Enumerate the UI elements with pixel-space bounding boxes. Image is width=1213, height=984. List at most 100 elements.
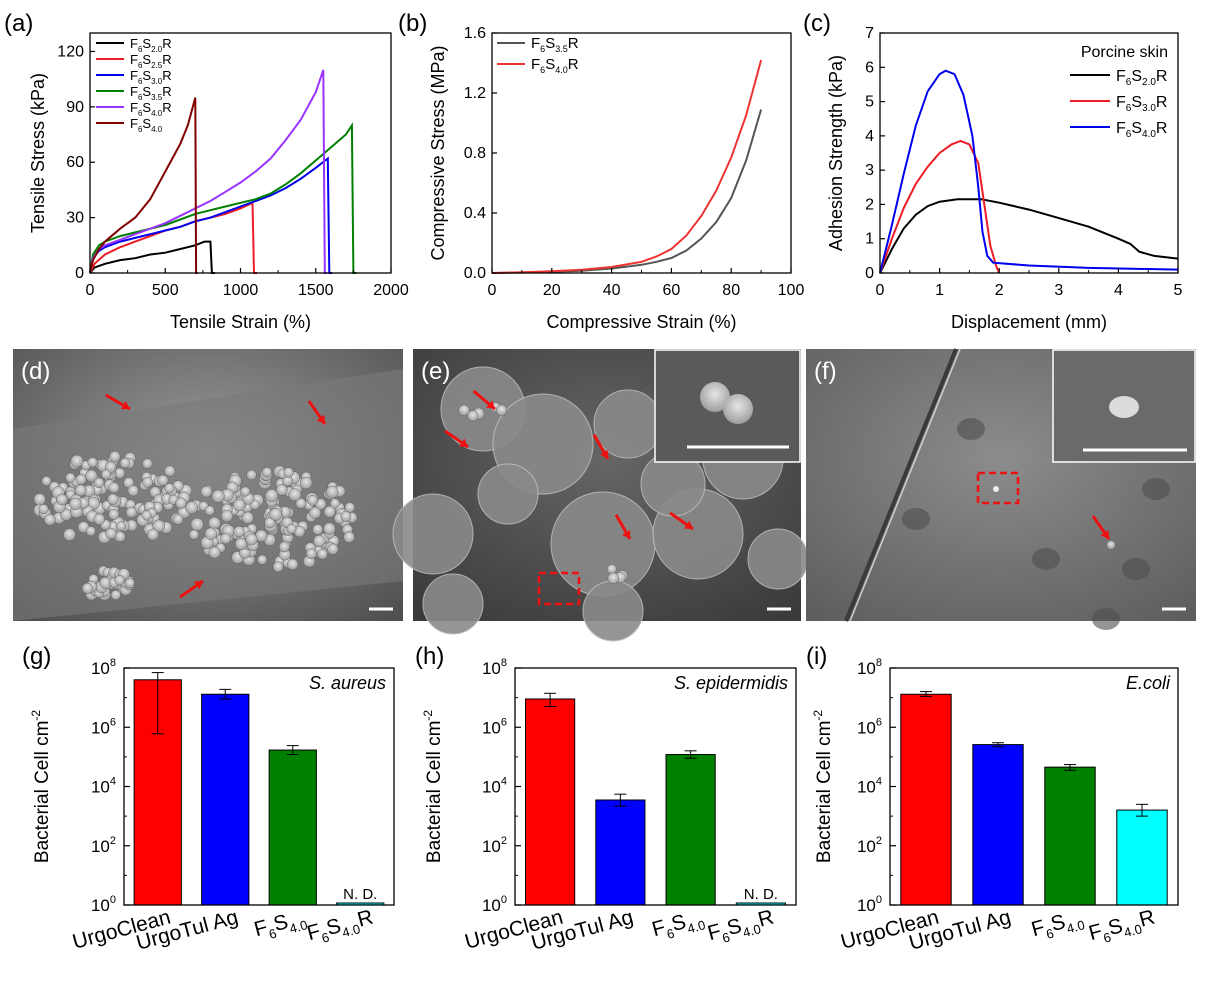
x-tick-label: 1 [935,282,944,299]
bacterium [189,529,199,540]
y-tick-label: 1.6 [464,25,486,42]
bacterium [85,526,96,537]
x-tick-label: 2 [995,282,1004,299]
bacterium [65,472,76,483]
y-tick-label: 0 [75,265,84,282]
x-tick-label: 1000 [223,282,259,299]
category-label: F6S4.0R [705,906,777,950]
series-line [879,139,1001,274]
x-tick-label: 0 [876,282,885,299]
x-tick-label: 40 [603,282,621,299]
bacterium [93,477,105,489]
chart-title: S. epidermidis [674,673,788,693]
bacterium [33,493,46,506]
series-line [89,69,327,274]
bacterium [288,488,302,502]
x-tick-label: 60 [663,282,681,299]
x-axis-label: Displacement (mm) [951,312,1107,332]
chart-title: E.coli [1126,673,1171,693]
panel-a: 0 500 1000 1500 2000 0 30 60 90 120 Tensile Strain… [4,10,409,332]
y-tick-label: 1.2 [464,85,486,102]
legend-label: F6S4.0 [130,116,163,134]
zoom-box [537,571,581,606]
bacterium [221,509,233,522]
zoom-box [976,471,1020,505]
panel-letter: (g) [22,643,51,670]
bacterium [312,524,324,535]
porous-island [582,580,644,642]
bacterium [272,561,284,573]
bacterium [185,501,199,514]
bacterium [467,410,479,422]
bacterium [108,482,120,494]
category-label: F6S4.0 [1029,906,1086,946]
panel-d: (d) [13,349,403,621]
y-tick-label: 5 [865,94,874,111]
panel-letter: (b) [398,10,427,37]
bar [900,693,952,906]
bacterium [141,510,152,521]
chart-title: S. aureus [309,673,386,693]
bacterium [152,519,166,533]
y-tick-label: 0.0 [464,265,486,282]
y-tick-label: 60 [66,154,84,171]
bacterium [164,465,176,477]
y-tick-label: 100 [91,894,116,915]
bacterium [344,502,355,513]
panel-e: (e) [392,349,809,642]
y-axis-label: Adhesion Strength (kPa) [826,55,846,251]
bacterium [204,527,218,540]
bar [972,744,1024,906]
y-tick-label: 104 [91,776,116,797]
bacterium [220,533,232,545]
bacterium [458,404,470,416]
x-tick-label: 0 [488,282,497,299]
legend-label: F6S2.0R [1116,68,1167,88]
surface-pit [902,508,930,530]
bar [665,754,716,906]
bacterium [327,543,339,555]
x-tick-label: 500 [152,282,179,299]
red-arrow-head [1100,530,1109,539]
y-tick-label: 106 [482,716,507,737]
bacterium [116,521,126,532]
bacterium [329,498,340,509]
series-line [879,198,1179,274]
bacterium [278,541,290,553]
panel-letter: (c) [803,10,831,37]
panel-f: (f) [806,348,1196,630]
y-tick-label: 1 [865,231,874,248]
y-tick-label: 120 [57,43,84,60]
bacterium [232,498,246,512]
bacterium [109,451,121,463]
bacterium [211,489,225,503]
y-tick-label: 4 [865,128,874,145]
inset-bacterium [723,394,753,424]
bacterium [200,485,213,498]
bacterium [63,528,76,541]
surface-pit [1032,548,1060,570]
x-tick-label: 4 [1114,282,1123,299]
bacterium [993,486,999,492]
y-tick-label: 0.4 [464,205,486,222]
panel-letter: (d) [21,358,50,385]
bacterium [308,506,321,519]
series-line [89,156,333,274]
bar [268,749,317,906]
series-line [879,69,1179,274]
y-tick-label: 106 [857,716,882,737]
red-arrow-head [459,438,468,447]
bacterium [286,558,299,570]
bacterium [208,516,221,530]
bacterium [340,510,352,522]
bacterium [175,497,187,509]
panel-letter: (a) [4,10,33,37]
red-arrow-head [486,400,495,409]
bacterium [81,582,94,594]
y-axis-label: Bacterial Cell cm-2 [29,710,53,864]
bacterium [146,528,159,541]
y-tick-label: 104 [857,776,882,797]
